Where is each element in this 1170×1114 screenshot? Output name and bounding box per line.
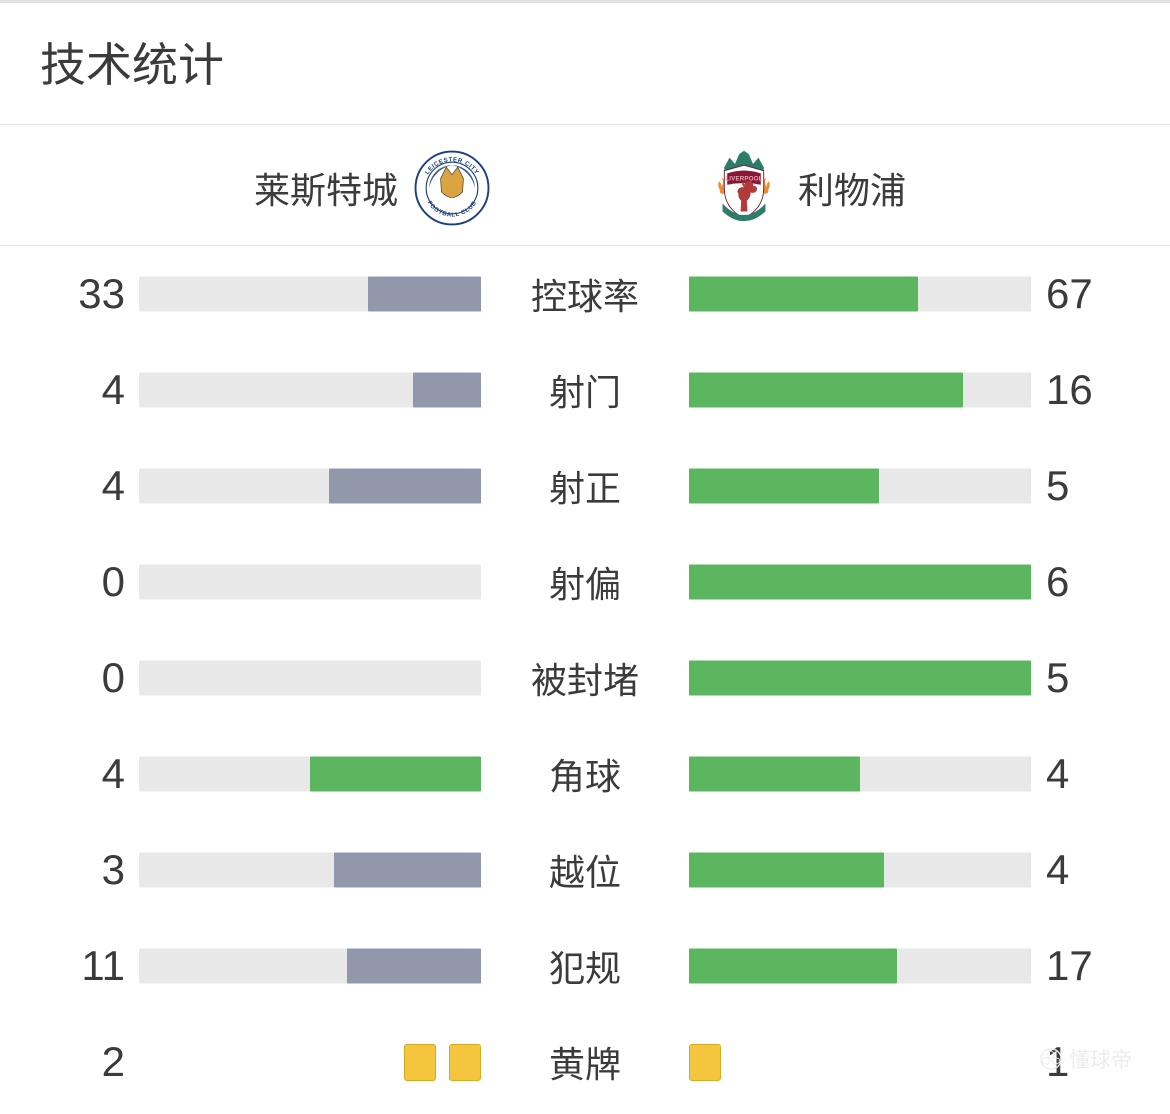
svg-text:EST.1892: EST.1892 [739,212,750,215]
svg-text:LIVERPOOL: LIVERPOOL [725,175,762,182]
